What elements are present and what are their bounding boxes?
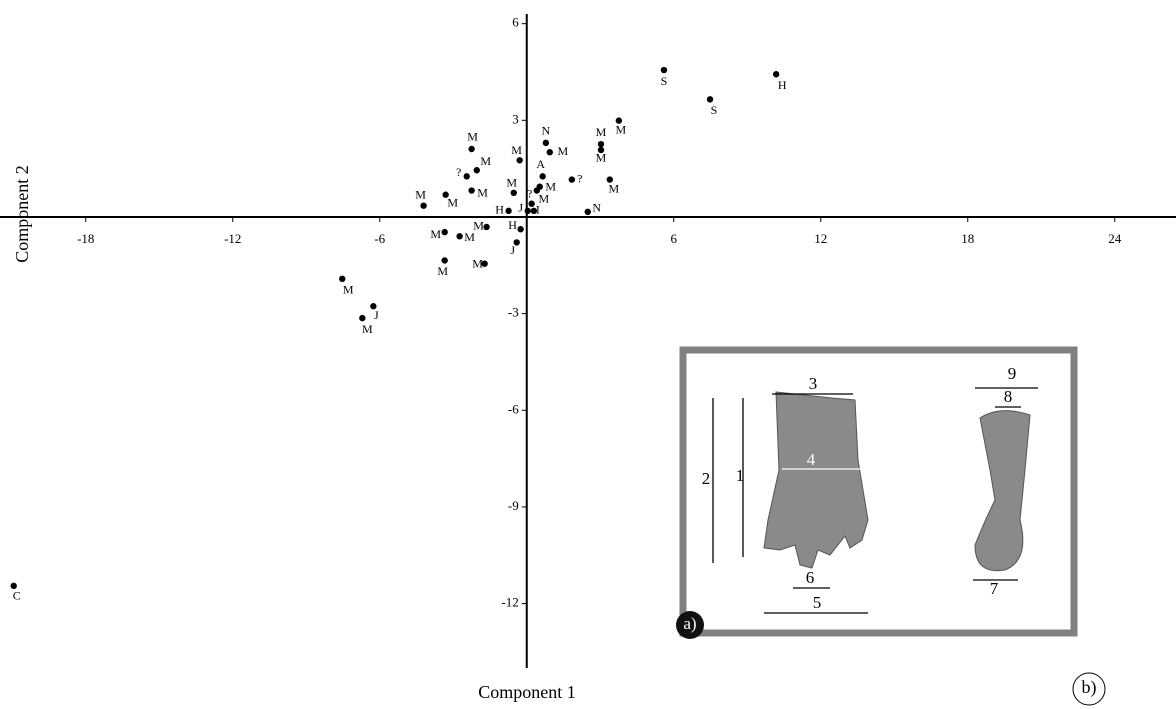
measure-label: 6	[806, 568, 815, 587]
point-label: M	[506, 176, 517, 190]
y-tick-label: -3	[508, 305, 519, 320]
point	[468, 146, 474, 152]
point-label: M	[596, 151, 607, 165]
y-tick-label: -9	[508, 498, 519, 513]
point-label: M	[616, 122, 627, 136]
x-tick-label: 18	[961, 231, 974, 246]
point-label: J	[518, 201, 523, 215]
panel-b-label: b)	[1082, 677, 1097, 698]
point-label: N	[592, 201, 601, 215]
point-label: ?	[527, 187, 532, 201]
point	[474, 167, 480, 173]
measure-label: 9	[1008, 364, 1017, 383]
x-tick-label: 12	[814, 231, 827, 246]
point	[517, 226, 523, 232]
point-label: M	[511, 143, 522, 157]
point-label: M	[362, 322, 373, 336]
measure-label: 4	[807, 450, 816, 469]
point-label: S	[711, 103, 718, 117]
point	[339, 276, 345, 282]
point-label: J	[510, 243, 515, 257]
point-label: H	[778, 78, 787, 92]
y-tick-label: -6	[508, 401, 519, 416]
measure-label: 3	[809, 374, 818, 393]
point-label: M	[608, 181, 619, 195]
point-label: M	[480, 154, 491, 168]
measure-label: 1	[736, 466, 745, 485]
point	[585, 209, 591, 215]
point	[464, 173, 470, 179]
x-tick-label: -18	[77, 231, 94, 246]
point	[511, 190, 517, 196]
point-label: C	[13, 589, 21, 603]
measure-label: 2	[702, 469, 711, 488]
point-label: H	[508, 218, 517, 232]
y-tick-label: 6	[512, 15, 519, 30]
point	[516, 157, 522, 163]
x-tick-label: 24	[1108, 231, 1122, 246]
point	[661, 67, 667, 73]
point-label: H	[495, 203, 504, 217]
point	[547, 149, 553, 155]
point	[483, 224, 489, 230]
point	[505, 208, 511, 214]
x-tick-label: 6	[671, 231, 678, 246]
x-tick-label: -12	[224, 231, 241, 246]
point-label: M	[596, 125, 607, 139]
point-label: M	[467, 130, 478, 144]
y-axis-title: Component 2	[12, 165, 32, 263]
point	[468, 187, 474, 193]
point	[441, 257, 447, 263]
point	[420, 202, 426, 208]
point	[456, 233, 462, 239]
point-label: ?	[577, 171, 582, 185]
y-tick-label: 3	[512, 111, 519, 126]
point-label: J	[374, 308, 379, 322]
point-label: M	[464, 230, 475, 244]
point	[773, 71, 779, 77]
point-label: A	[536, 157, 545, 171]
point-label: M	[343, 283, 354, 297]
point-label: M	[538, 191, 549, 205]
point-label: M	[477, 185, 488, 199]
point	[525, 208, 531, 214]
point-label: S	[661, 74, 668, 88]
inset: a)	[676, 350, 1074, 639]
panel-label: a)	[683, 614, 696, 633]
y-tick-label: -12	[501, 595, 518, 610]
point-label: M	[447, 195, 458, 209]
x-tick-label: -6	[374, 231, 385, 246]
point-label: M	[557, 144, 568, 158]
point-label: ?	[456, 165, 461, 179]
point	[543, 140, 549, 146]
point	[707, 96, 713, 102]
point	[598, 141, 604, 147]
point-label: M	[472, 256, 483, 270]
point	[441, 229, 447, 235]
point-label: I	[536, 203, 540, 217]
measure-label: 8	[1004, 387, 1013, 406]
measure-label: 7	[990, 579, 999, 598]
chart: Component 1 Component 2 a) b) -18 -12 -6 6 1…	[0, 0, 1176, 709]
point-label: N	[542, 124, 551, 138]
x-axis-title: Component 1	[478, 682, 576, 702]
point	[528, 201, 534, 207]
point	[569, 176, 575, 182]
point-label: M	[430, 227, 441, 241]
measure-label: 5	[813, 593, 822, 612]
point-label: M	[415, 187, 426, 201]
point-label: M	[437, 264, 448, 278]
bone-a	[764, 392, 868, 568]
point	[359, 315, 365, 321]
